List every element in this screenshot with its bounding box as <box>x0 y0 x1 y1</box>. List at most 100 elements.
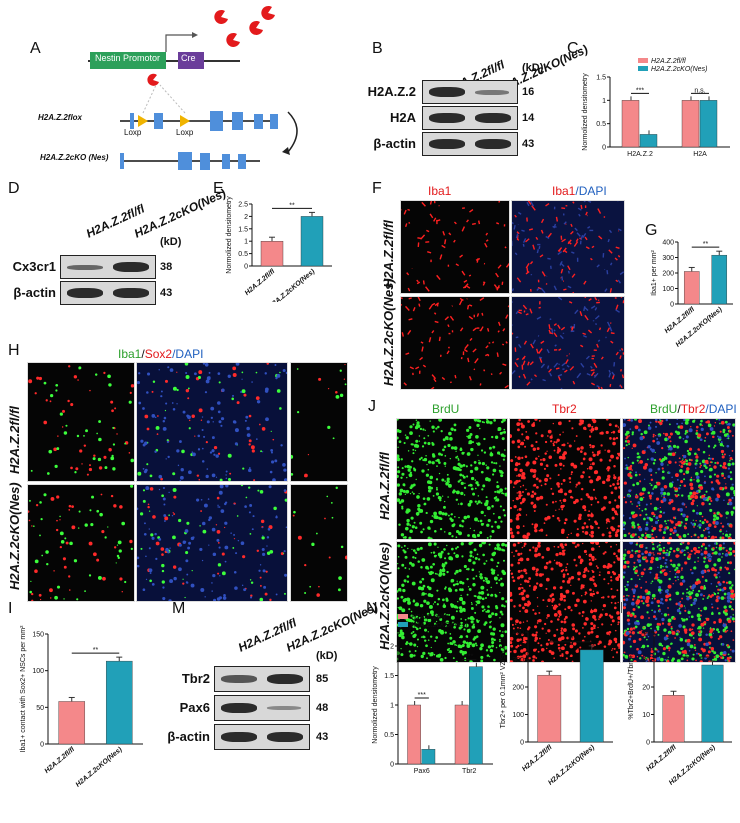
micrograph-speck <box>700 545 704 548</box>
micrograph-speck <box>667 622 671 626</box>
micrograph-speck <box>488 655 491 658</box>
micrograph-speck <box>632 608 636 611</box>
micrograph-speck <box>532 422 535 425</box>
micrograph-speck <box>549 318 552 321</box>
micrograph-speck <box>663 613 668 617</box>
micrograph-speck <box>580 498 583 501</box>
micrograph-speck <box>555 367 560 370</box>
micrograph-speck <box>727 536 732 539</box>
micrograph-speck <box>640 537 643 539</box>
micrograph-speck <box>664 658 667 661</box>
micrograph-speck <box>498 453 501 455</box>
micrograph-speck <box>280 444 283 447</box>
micrograph-speck <box>216 538 220 542</box>
micrograph-speck <box>501 569 505 574</box>
micrograph-speck <box>689 644 694 649</box>
micrograph-speck <box>485 649 489 652</box>
micrograph-speck <box>462 463 466 467</box>
micrograph-speck <box>592 488 596 491</box>
micrograph-speck <box>627 622 631 626</box>
micrograph-speck <box>614 533 617 536</box>
micrograph-speck <box>710 536 715 539</box>
micrograph-speck <box>463 286 467 289</box>
micrograph-speck <box>547 638 550 642</box>
micrograph-speck <box>540 434 544 438</box>
micrograph-speck <box>465 465 468 468</box>
micrograph-speck <box>588 518 591 521</box>
micrograph-speck <box>428 460 432 464</box>
micrograph-speck <box>708 535 710 538</box>
micrograph-speck <box>599 641 602 644</box>
micrograph-speck <box>568 477 572 480</box>
micrograph-speck <box>637 595 640 599</box>
micrograph-speck <box>427 542 432 547</box>
micrograph-speck <box>403 579 407 583</box>
micrograph-speck <box>172 386 177 391</box>
micrograph-speck <box>424 628 428 632</box>
micrograph-speck <box>437 496 442 500</box>
micrograph-speck <box>651 511 655 515</box>
micrograph-speck <box>483 451 487 454</box>
micrograph-speck <box>439 527 443 531</box>
micrograph-speck <box>403 544 406 547</box>
micrograph-speck <box>690 501 695 506</box>
micrograph-speck <box>504 487 507 490</box>
micrograph-speck <box>441 478 445 482</box>
micrograph-speck <box>39 501 42 504</box>
micrograph-speck <box>496 222 500 225</box>
micrograph-speck <box>515 646 518 649</box>
micrograph-speck <box>468 315 474 320</box>
j-title-merge-brdu: BrdU <box>650 402 678 416</box>
micrograph-speck <box>162 486 166 490</box>
micrograph-speck <box>671 630 673 632</box>
micrograph-speck <box>485 464 487 466</box>
micrograph-speck <box>667 656 669 658</box>
micrograph-speck <box>590 371 595 377</box>
micrograph-speck <box>517 456 521 460</box>
micrograph-speck <box>78 510 81 513</box>
micrograph-speck <box>78 368 80 370</box>
kd-value: 43 <box>316 731 329 743</box>
micrograph-speck <box>477 595 481 600</box>
micrograph-speck <box>613 561 616 564</box>
micrograph-speck <box>92 457 96 461</box>
micrograph-speck <box>515 233 519 239</box>
micrograph-speck <box>455 610 458 613</box>
micrograph-speck <box>663 628 667 632</box>
micrograph-speck <box>699 485 704 490</box>
micrograph-speck <box>471 568 475 572</box>
micrograph-speck <box>397 446 399 449</box>
micrograph-speck <box>681 422 683 425</box>
micrograph-speck <box>522 484 525 487</box>
micrograph-speck <box>526 267 529 273</box>
y-tick-label: 0 <box>244 264 248 271</box>
micrograph-speck <box>485 560 488 562</box>
micrograph-speck <box>695 593 699 597</box>
micrograph-speck <box>535 457 538 460</box>
micrograph-speck <box>264 592 268 596</box>
micrograph-speck <box>714 568 718 572</box>
micrograph-speck <box>593 626 596 630</box>
micrograph-speck <box>182 578 184 580</box>
micrograph-speck <box>521 490 524 493</box>
micrograph-speck <box>408 221 411 224</box>
micrograph-speck <box>429 213 434 219</box>
micrograph-speck <box>253 479 256 481</box>
micrograph-speck <box>513 504 517 509</box>
micrograph-speck <box>495 462 498 465</box>
micrograph-speck <box>704 579 708 582</box>
micrograph-speck <box>158 474 163 479</box>
micrograph-speck <box>463 486 467 490</box>
micrograph-speck <box>708 497 712 501</box>
micrograph-texture <box>28 365 134 476</box>
micrograph-speck <box>695 425 699 429</box>
micrograph-speck <box>124 442 127 445</box>
micrograph-speck <box>452 523 456 526</box>
micrograph-speck <box>658 579 663 584</box>
micrograph-speck <box>531 205 536 211</box>
micrograph-speck <box>721 588 725 592</box>
micrograph-speck <box>546 365 550 369</box>
micrograph-speck <box>608 229 613 234</box>
micrograph-speck <box>700 622 705 627</box>
